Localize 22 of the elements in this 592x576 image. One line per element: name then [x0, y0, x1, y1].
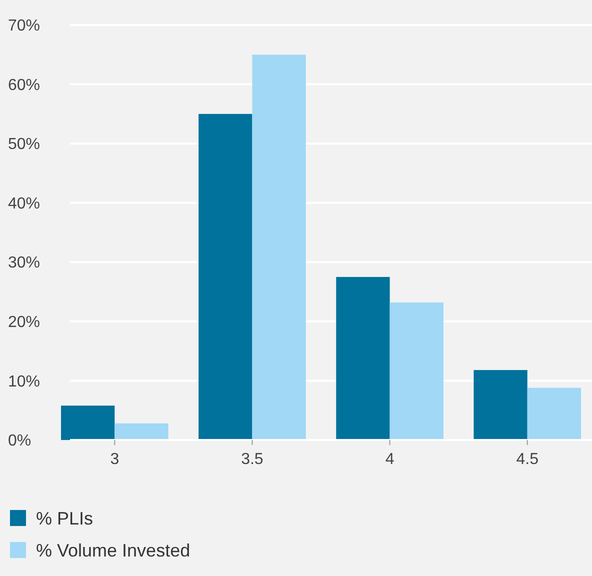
x-tick-label: 3	[110, 451, 120, 468]
x-tick-label: 4.5	[516, 451, 539, 468]
x-tick-label: 3.5	[241, 451, 264, 468]
bar	[474, 370, 528, 440]
y-tick-label: 20%	[8, 314, 40, 332]
y-tick-label: 60%	[8, 76, 40, 94]
bar	[390, 302, 444, 440]
bar	[252, 54, 306, 440]
y-tick-label: 50%	[8, 136, 40, 154]
y-tick-label: 30%	[8, 254, 40, 272]
legend-label: % Volume Invested	[36, 540, 190, 560]
y-tick-label: 40%	[8, 195, 40, 212]
y-tick-label: 10%	[8, 373, 40, 390]
bar	[114, 423, 168, 440]
legend-label: % PLIs	[36, 508, 94, 528]
bar	[336, 276, 390, 440]
bar	[198, 114, 252, 440]
y-tick-label: 70%	[8, 18, 40, 35]
bar	[527, 388, 581, 440]
x-tick-label: 4	[385, 451, 394, 468]
y-tick-label: 0%	[8, 432, 32, 450]
bar	[61, 406, 115, 440]
